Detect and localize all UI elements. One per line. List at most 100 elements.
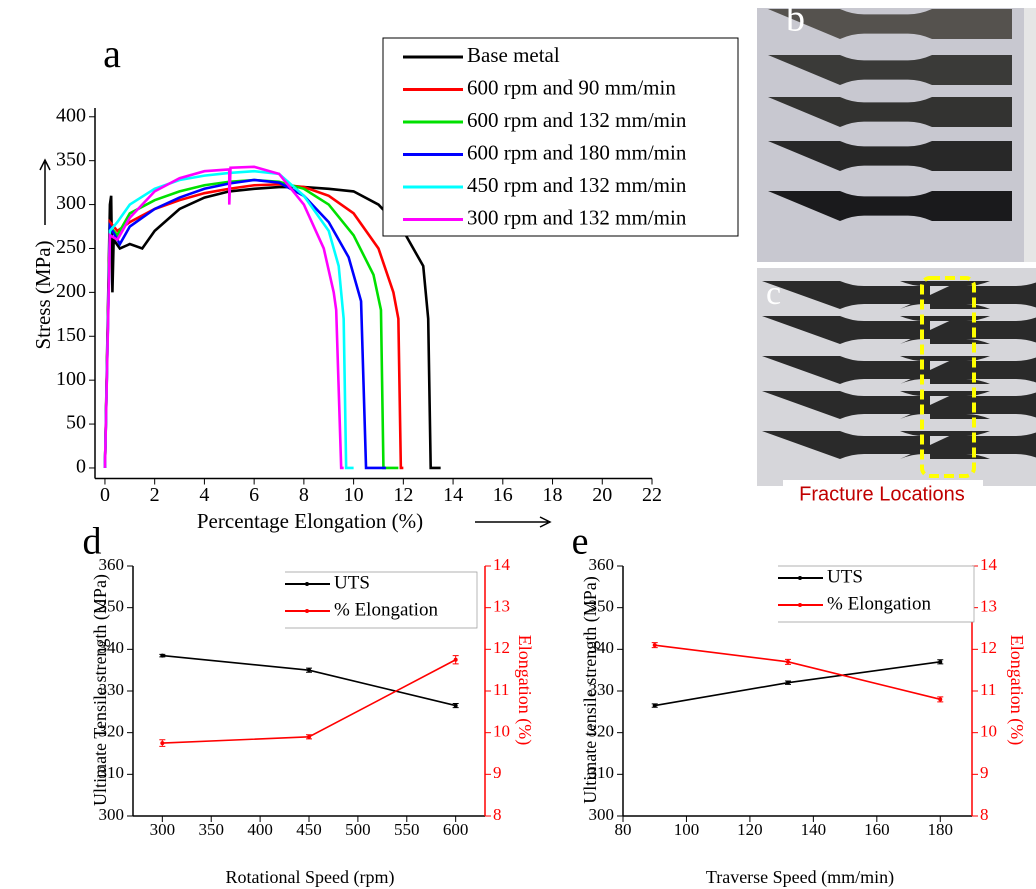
specimen — [900, 356, 1036, 384]
ruler — [1024, 8, 1036, 262]
photo-panels — [757, 8, 1036, 486]
y-tick-label: 360 — [589, 555, 615, 574]
legend-marker — [798, 603, 802, 607]
marker — [652, 643, 657, 648]
y2-tick-label: 9 — [493, 763, 502, 782]
y-tick-label: 100 — [56, 368, 86, 390]
y-tick-label: 300 — [99, 805, 125, 824]
specimen — [768, 55, 1012, 85]
marker — [938, 659, 943, 664]
y2-tick-label: 10 — [493, 722, 510, 741]
x-tick-label: 0 — [100, 484, 110, 506]
y-tick-label: 50 — [66, 412, 86, 434]
legend-label: 600 rpm and 180 mm/min — [467, 140, 687, 164]
x-tick-label: 140 — [801, 820, 827, 839]
x-tick-label: 180 — [928, 820, 954, 839]
arrow — [475, 516, 552, 528]
y-tick-label: 250 — [56, 236, 86, 258]
y-axis-label: Ultimate tensile strength (MPa) — [580, 576, 601, 803]
specimen — [762, 316, 990, 344]
specimen — [768, 9, 1012, 39]
legend-frame — [285, 571, 478, 629]
specimen — [900, 391, 1036, 419]
x-axis-label: Rotational Speed (rpm) — [226, 867, 395, 888]
x-tick-label: 100 — [674, 820, 700, 839]
legend-label: % Elongation — [334, 599, 438, 620]
y-tick-label: 310 — [99, 763, 125, 782]
legend-label: 600 rpm and 90 mm/min — [467, 75, 676, 99]
marker — [785, 680, 790, 685]
y2-axis-label: Elongation (%) — [514, 635, 535, 745]
marker — [652, 703, 657, 708]
arrow — [39, 158, 51, 225]
x-tick-label: 22 — [642, 484, 662, 506]
x-tick-label: 10 — [344, 484, 364, 506]
series-line — [162, 654, 456, 707]
annotation: Fracture Locations — [799, 483, 965, 505]
legend-label: UTS — [334, 572, 370, 593]
series-line — [654, 661, 941, 707]
panel-label: a — [103, 31, 121, 76]
legend-label: 450 rpm and 132 mm/min — [467, 173, 687, 197]
x-tick-label: 400 — [247, 820, 273, 839]
series-line — [103, 183, 404, 470]
annotation-box — [783, 480, 983, 512]
y-tick-label: 330 — [99, 680, 125, 699]
x-tick-label: 16 — [493, 484, 513, 506]
legend-marker — [305, 609, 309, 613]
specimen — [900, 316, 1036, 344]
x-axis-label: Traverse Speed (mm/min) — [706, 867, 894, 888]
y2-tick-label: 14 — [980, 555, 998, 574]
panel-label: e — [572, 521, 589, 563]
x-tick-label: 350 — [198, 820, 224, 839]
y-tick-label: 340 — [99, 638, 125, 657]
marker — [453, 703, 458, 708]
y2-tick-label: 8 — [493, 805, 502, 824]
y-tick-label: 350 — [56, 148, 86, 170]
marker — [453, 657, 458, 662]
legend-frame — [778, 565, 975, 623]
fracture-box — [920, 276, 976, 478]
marker — [160, 653, 165, 658]
x-tick-label: 2 — [150, 484, 160, 506]
y-tick-label: 350 — [99, 597, 125, 616]
legend-box — [382, 37, 739, 237]
specimen — [768, 191, 1012, 221]
y-tick-label: 400 — [56, 104, 86, 126]
legend-marker — [798, 576, 802, 580]
specimen — [762, 391, 990, 419]
x-tick-label: 20 — [592, 484, 612, 506]
y-tick-label: 320 — [589, 722, 615, 741]
specimen — [762, 431, 990, 459]
panel-label: d — [83, 521, 102, 563]
x-tick-label: 120 — [737, 820, 763, 839]
panel-label: c — [766, 275, 781, 312]
legend-label: 600 rpm and 132 mm/min — [467, 108, 687, 132]
y-tick-label: 200 — [56, 280, 86, 302]
marker — [785, 659, 790, 664]
x-tick-label: 300 — [150, 820, 176, 839]
specimen — [768, 97, 1012, 127]
marker — [160, 741, 165, 746]
x-tick-label: 6 — [249, 484, 259, 506]
series-line — [654, 644, 941, 701]
y-tick-label: 320 — [99, 722, 125, 741]
y-tick-label: 300 — [589, 805, 615, 824]
y2-tick-label: 13 — [493, 597, 510, 616]
y-tick-label: 310 — [589, 763, 615, 782]
marker — [938, 697, 943, 702]
y2-tick-label: 13 — [980, 597, 997, 616]
y-tick-label: 150 — [56, 324, 86, 346]
y-axis-label: Stress (MPa) — [31, 240, 55, 349]
specimen — [900, 431, 1036, 459]
x-tick-label: 4 — [199, 484, 209, 506]
specimen — [768, 141, 1012, 171]
y2-tick-label: 11 — [493, 680, 509, 699]
y2-tick-label: 14 — [493, 555, 511, 574]
y-tick-label: 350 — [589, 597, 615, 616]
y-tick-label: 340 — [589, 638, 615, 657]
x-tick-label: 600 — [443, 820, 469, 839]
y2-axis-label: Elongation (%) — [1006, 635, 1027, 745]
panel-label: b — [786, 0, 805, 40]
